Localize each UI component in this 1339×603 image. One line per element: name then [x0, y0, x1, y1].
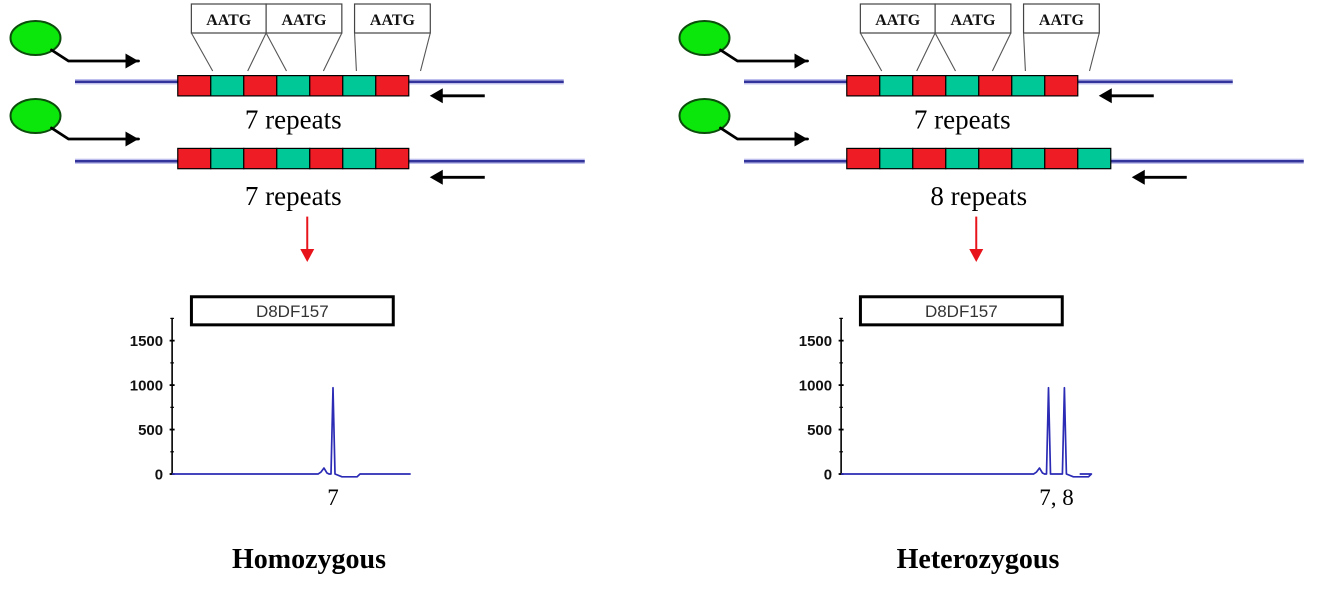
svg-text:AATG: AATG: [875, 12, 921, 29]
svg-text:7 repeats: 7 repeats: [245, 105, 342, 135]
svg-text:7, 8: 7, 8: [1039, 485, 1074, 510]
svg-text:1000: 1000: [799, 378, 832, 395]
svg-text:AATG: AATG: [1039, 12, 1085, 29]
svg-text:D8DF157: D8DF157: [256, 302, 329, 321]
svg-text:AATG: AATG: [206, 12, 252, 29]
svg-text:Homozygous: Homozygous: [232, 544, 386, 575]
svg-text:0: 0: [824, 467, 832, 484]
svg-text:7: 7: [327, 485, 339, 510]
svg-text:AATG: AATG: [281, 12, 327, 29]
svg-text:0: 0: [155, 467, 163, 484]
svg-text:7 repeats: 7 repeats: [914, 105, 1011, 135]
svg-text:7 repeats: 7 repeats: [245, 181, 342, 211]
svg-text:1500: 1500: [799, 333, 832, 350]
svg-text:1000: 1000: [130, 378, 163, 395]
svg-text:AATG: AATG: [370, 12, 416, 29]
svg-text:8 repeats: 8 repeats: [930, 181, 1027, 211]
svg-text:500: 500: [807, 422, 832, 439]
svg-text:D8DF157: D8DF157: [925, 302, 998, 321]
svg-text:Heterozygous: Heterozygous: [897, 544, 1060, 575]
svg-text:1500: 1500: [130, 333, 163, 350]
svg-text:500: 500: [138, 422, 163, 439]
svg-text:AATG: AATG: [950, 12, 996, 29]
